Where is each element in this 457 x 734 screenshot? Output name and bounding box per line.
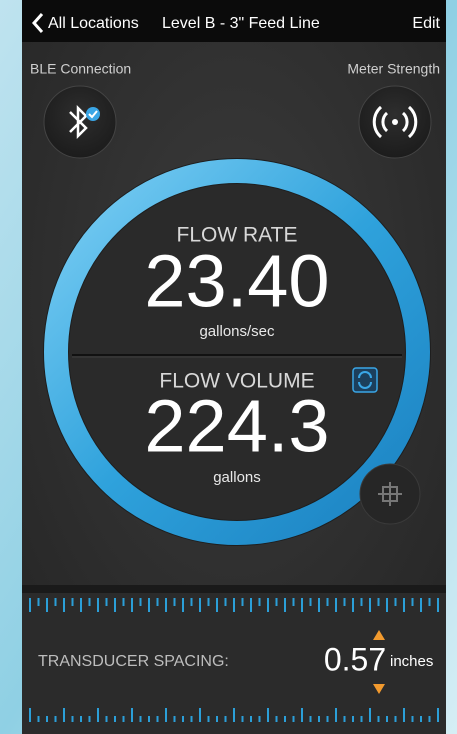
nav-title: Level B - 3" Feed Line (162, 15, 320, 32)
back-label[interactable]: All Locations (48, 15, 139, 32)
reset-button[interactable] (352, 367, 378, 393)
bluetooth-icon (69, 104, 88, 140)
spacing-label: TRANSDUCER SPACING: (38, 653, 229, 670)
gauge-ring (44, 159, 430, 545)
back-chevron[interactable] (31, 13, 44, 33)
flow-rate-unit: gallons/sec (199, 323, 275, 340)
spacing-unit: inches (390, 653, 433, 670)
signal-icon (372, 105, 418, 139)
ruler-top (29, 598, 439, 612)
gauge-face (69, 184, 405, 520)
spacing-value: 0.57 (324, 641, 386, 677)
flow-rate-value: 23.40 (144, 240, 329, 323)
flow-volume-label: FLOW VOLUME (159, 370, 314, 393)
crosshair-icon (378, 482, 402, 506)
flow-volume-unit: gallons (213, 469, 261, 486)
ruler-bottom (29, 708, 439, 722)
increase-arrow[interactable] (373, 630, 385, 640)
flow-volume-value: 224.3 (144, 385, 329, 468)
flow-rate-label: FLOW RATE (177, 224, 298, 247)
check-icon (88, 110, 98, 119)
reset-icon (358, 371, 372, 389)
panel-edge (22, 585, 446, 593)
meter-label: Meter Strength (347, 61, 440, 77)
ble-label: BLE Connection (30, 61, 131, 77)
ble-check (86, 107, 100, 121)
edit-button[interactable]: Edit (412, 15, 440, 32)
decrease-arrow[interactable] (373, 684, 385, 694)
nav-bar (22, 0, 446, 42)
